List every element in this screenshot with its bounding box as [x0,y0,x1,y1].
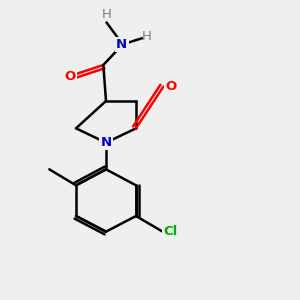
Text: Cl: Cl [164,225,178,238]
Text: N: N [100,136,112,149]
Text: O: O [165,80,177,93]
Text: O: O [64,70,76,83]
Text: N: N [116,38,127,51]
Text: H: H [102,8,112,21]
Text: H: H [142,30,152,43]
